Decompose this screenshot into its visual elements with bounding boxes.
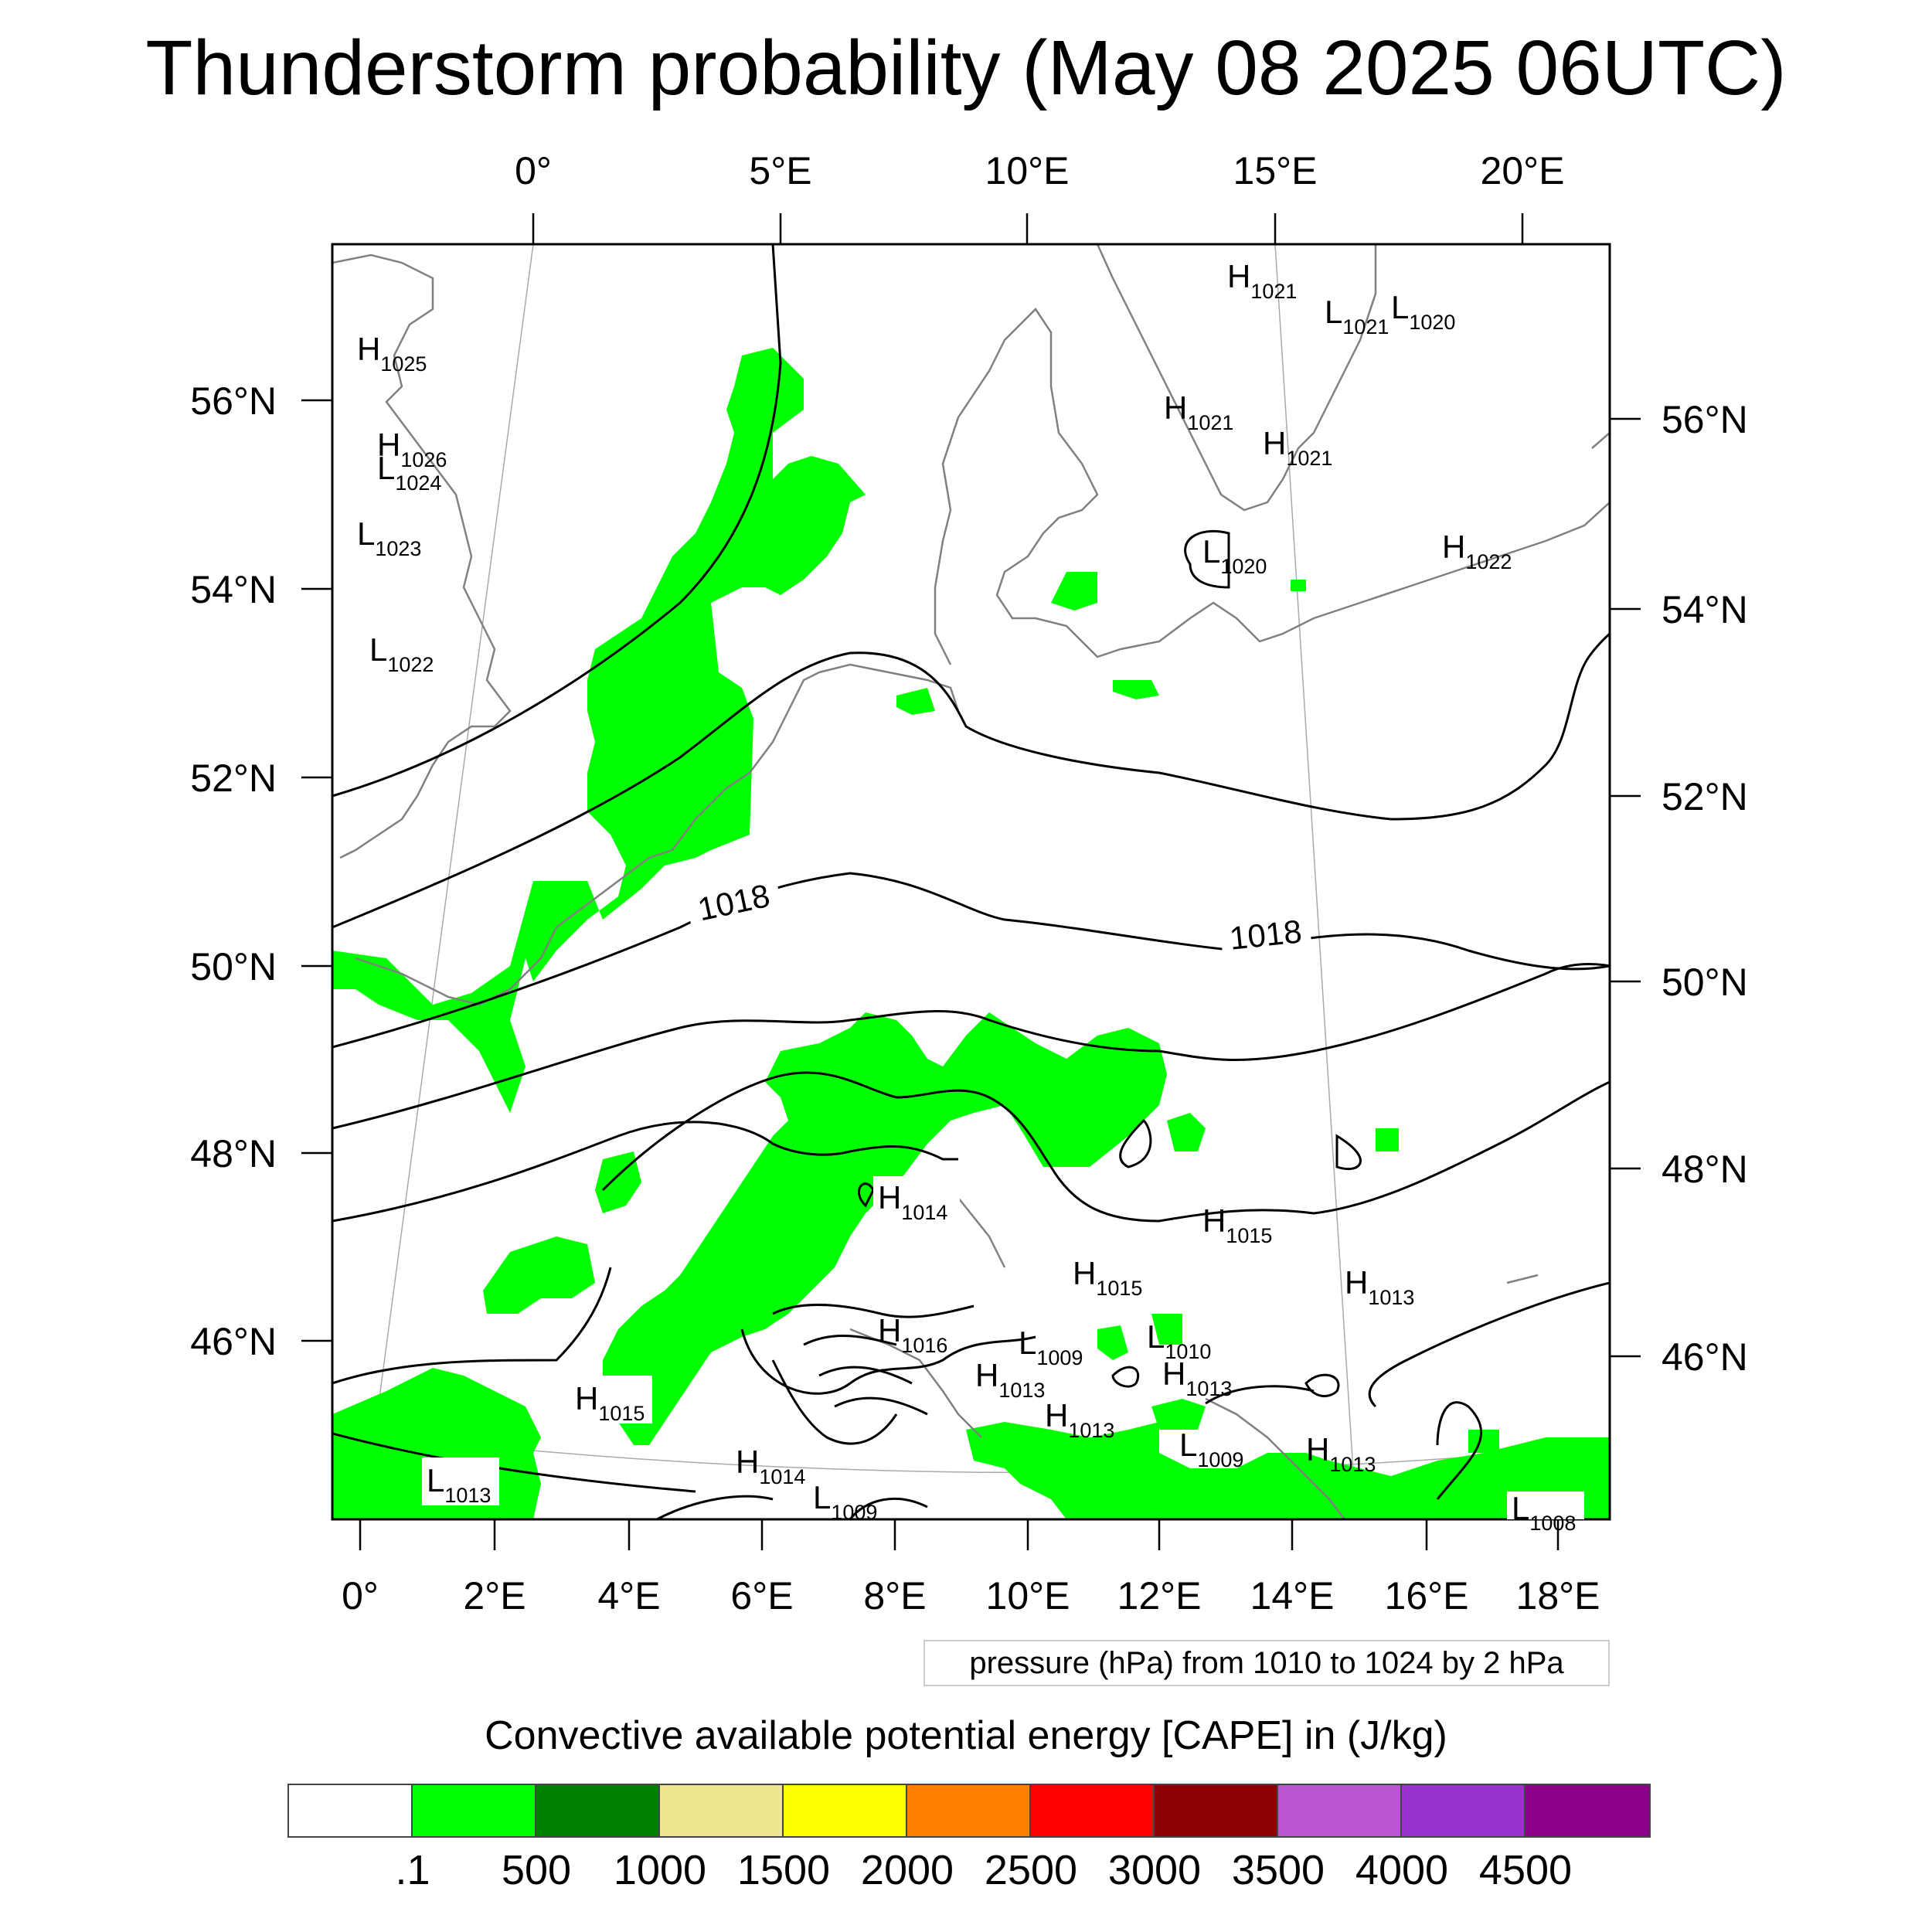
left-axis-label: 52°N — [190, 757, 277, 800]
colorbar-tick-label: 3500 — [1231, 1847, 1325, 1893]
bottom-axis: 0° 2°E 4°E 6°E 8°E 10°E 12°E 14°E 16°E 1… — [342, 1574, 1600, 1617]
pressure-center: H1013 — [1162, 1355, 1232, 1400]
bottom-axis-label: 10°E — [986, 1574, 1070, 1617]
pressure-center: H1015 — [1202, 1202, 1272, 1247]
pressure-center: H1026 — [377, 427, 447, 471]
pressure-center: L1021 — [1325, 294, 1389, 338]
pressure-center: L1009 — [813, 1479, 877, 1524]
pressure-center: H1021 — [1164, 389, 1233, 434]
left-axis-label: 46°N — [190, 1320, 277, 1363]
colorbar-swatch — [1526, 1785, 1649, 1836]
colorbar-tick-label: 1500 — [736, 1847, 831, 1893]
pressure-center: H1015 — [1073, 1255, 1142, 1300]
pressure-center: H1014 — [736, 1444, 805, 1488]
pressure-center: H1022 — [1442, 529, 1512, 573]
contour-label-1018: 1018 — [1228, 913, 1304, 957]
colorbar-tick-label: 4500 — [1478, 1847, 1573, 1893]
map-frame — [331, 243, 1611, 1521]
colorbar-title: Convective available potential energy [C… — [485, 1713, 1447, 1758]
pressure-center: L1013 — [427, 1462, 491, 1507]
right-axis-label: 50°N — [1662, 961, 1748, 1004]
contour-labels: 1018 1018 — [684, 872, 1313, 960]
page-title: Thunderstorm probability (May 08 2025 06… — [145, 25, 1787, 111]
left-axis: 56°N 54°N 52°N 50°N 48°N 46°N — [190, 379, 277, 1363]
bottom-axis-label: 18°E — [1516, 1574, 1600, 1617]
right-axis-label: 56°N — [1662, 398, 1748, 441]
bottom-axis-label: 0° — [342, 1574, 379, 1617]
pressure-center: H1015 — [575, 1380, 645, 1425]
bottom-axis-label: 14°E — [1250, 1574, 1335, 1617]
top-axis-label: 15°E — [1233, 149, 1318, 192]
colorbar-tick-label: .1 — [395, 1847, 430, 1893]
colorbar-swatch — [413, 1785, 536, 1836]
pressure-center: H1013 — [1345, 1264, 1414, 1309]
right-axis-label: 52°N — [1662, 775, 1748, 818]
graticule — [332, 244, 1610, 1519]
pressure-center: H1013 — [1045, 1397, 1114, 1442]
colorbar-swatch — [536, 1785, 660, 1836]
axis-ticks — [301, 213, 1641, 1550]
pressure-center: H1021 — [1263, 425, 1332, 470]
colorbar-tick-label: 4000 — [1355, 1847, 1449, 1893]
colorbar-tick-label: 3000 — [1107, 1847, 1202, 1893]
pressure-center: L1009 — [1019, 1325, 1083, 1369]
bottom-axis-label: 12°E — [1117, 1574, 1202, 1617]
pressure-center: H1025 — [357, 331, 427, 376]
colorbar-swatch — [907, 1785, 1031, 1836]
left-axis-label: 56°N — [190, 379, 277, 423]
pressure-center: H1016 — [878, 1312, 947, 1357]
cape-fields — [332, 348, 1610, 1519]
top-axis-label: 10°E — [985, 149, 1070, 192]
pressure-center: L1009 — [1179, 1427, 1243, 1471]
pressure-centers: H1025 H1026 L1024 L1023 L1022 H1021 L102… — [357, 258, 1584, 1535]
pressure-center: L1008 — [1512, 1490, 1576, 1535]
left-axis-label: 48°N — [190, 1132, 277, 1175]
bottom-axis-label: 8°E — [863, 1574, 926, 1617]
pressure-center: H1021 — [1227, 258, 1297, 303]
colorbar-tick-label: 2500 — [984, 1847, 1078, 1893]
pressure-center: H1014 — [878, 1179, 947, 1224]
bottom-axis-label: 4°E — [597, 1574, 660, 1617]
colorbar-labels: .1 500 1000 1500 2000 2500 3000 3500 4000 4500 — [0, 1845, 1932, 1900]
bottom-axis-label: 16°E — [1385, 1574, 1469, 1617]
left-axis-label: 54°N — [190, 568, 277, 611]
colorbar-swatch — [289, 1785, 413, 1836]
right-axis-label: 48°N — [1662, 1148, 1748, 1191]
bottom-axis-label: 6°E — [730, 1574, 793, 1617]
top-axis-label: 0° — [515, 149, 552, 192]
pressure-center: L1010 — [1147, 1318, 1211, 1363]
top-axis-label: 20°E — [1481, 149, 1565, 192]
pressure-center: L1020 — [1202, 533, 1267, 578]
pressure-center: L1024 — [377, 450, 441, 495]
colorbar-tick-label: 1000 — [613, 1847, 707, 1893]
contour-info: pressure (hPa) from 1010 to 1024 by 2 hP… — [923, 1640, 1610, 1686]
colorbar-tick-label: 2000 — [860, 1847, 954, 1893]
colorbar-tick-label: 500 — [501, 1847, 572, 1893]
colorbar-swatch — [1278, 1785, 1402, 1836]
top-axis-label: 5°E — [749, 149, 811, 192]
pressure-center: L1020 — [1391, 289, 1455, 334]
isobars — [332, 244, 1610, 1519]
right-axis-label: 54°N — [1662, 588, 1748, 631]
right-axis: 56°N 54°N 52°N 50°N 48°N 46°N — [1662, 398, 1748, 1379]
pressure-center: L1023 — [357, 515, 421, 560]
contour-label-1018: 1018 — [695, 877, 773, 927]
colorbar — [287, 1784, 1651, 1838]
colorbar-swatch — [1031, 1785, 1155, 1836]
pressure-center: H1013 — [975, 1357, 1045, 1402]
pressure-center: H1013 — [1306, 1431, 1376, 1476]
pressure-center: L1022 — [369, 631, 434, 676]
colorbar-swatch — [1402, 1785, 1526, 1836]
bottom-axis-label: 2°E — [463, 1574, 526, 1617]
left-axis-label: 50°N — [190, 945, 277, 988]
top-axis: 0° 5°E 10°E 15°E 20°E — [515, 149, 1564, 192]
colorbar-swatch — [660, 1785, 784, 1836]
colorbar-swatch — [1155, 1785, 1278, 1836]
colorbar-swatch — [784, 1785, 907, 1836]
coastlines — [332, 244, 1610, 1519]
right-axis-label: 46°N — [1662, 1335, 1748, 1379]
